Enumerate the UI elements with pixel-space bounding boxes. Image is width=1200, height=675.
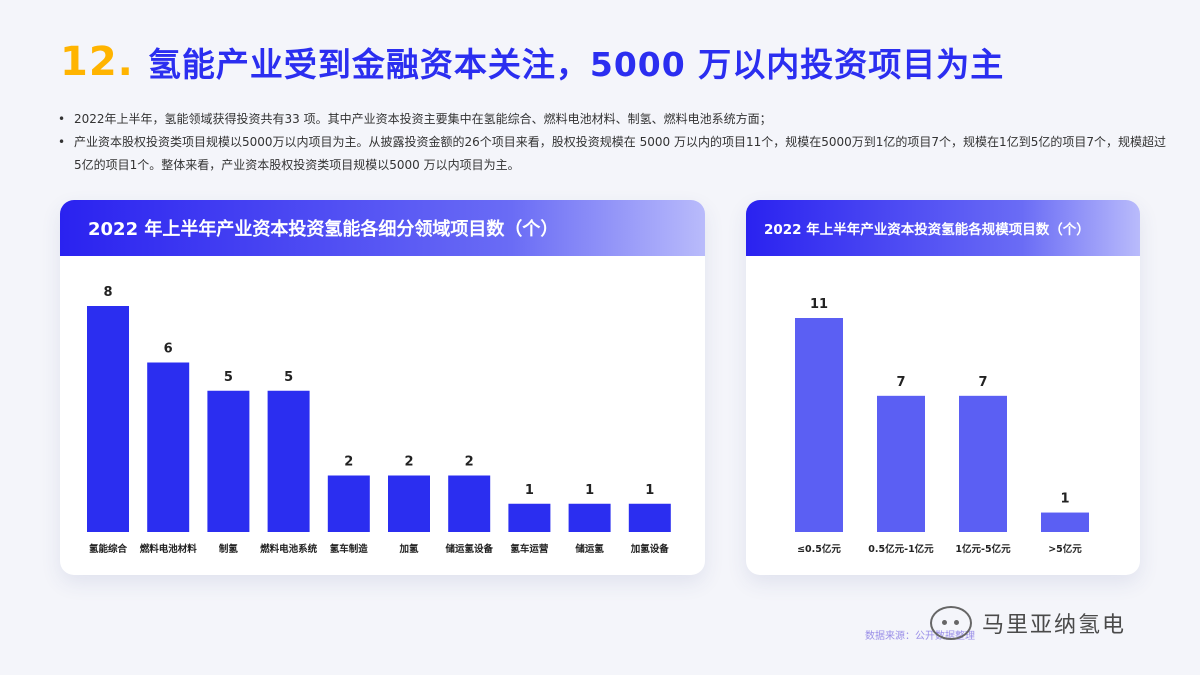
category-label: 氢车运营 (510, 543, 549, 555)
category-label: 氢能综合 (89, 543, 128, 555)
bar (508, 503, 551, 532)
data-label: 11 (810, 297, 828, 312)
data-label: 8 (103, 285, 112, 300)
brand-watermark: 马里亚纳氢电 (930, 606, 1126, 640)
chat-bubble-icon (930, 606, 972, 640)
data-label: 7 (978, 375, 987, 390)
category-label: ≤0.5亿元 (797, 543, 841, 555)
data-label: 2 (465, 455, 474, 470)
bar (327, 475, 370, 532)
category-label: 氢车制造 (330, 543, 369, 555)
segment-bar-chart: 8 氢能综合 6 燃料电池材料 5 制氢 5 燃料电池系统 2 氢车制造 2 加氢 2 储运氢设备 1 氢车运… (87, 285, 671, 555)
bar (877, 395, 925, 532)
bar (87, 306, 129, 532)
bullet-item: 2022年上半年，氢能领域获得投资共有33 项。其中产业资本投资主要集中在氢能综… (58, 108, 1168, 131)
scale-chart-title: 2022 年上半年产业资本投资氢能各规模项目数（个） (746, 200, 1140, 256)
summary-bullets: 2022年上半年，氢能领域获得投资共有33 项。其中产业资本投资主要集中在氢能综… (58, 108, 1168, 177)
page-title: 12. 氢能产业受到金融资本关注，5000 万以内投资项目为主 (60, 34, 1004, 90)
category-label: 制氢 (219, 543, 239, 555)
title-number: 12. (60, 39, 134, 85)
category-label: 储运氢 (575, 543, 604, 555)
category-label: 加氢设备 (630, 543, 670, 555)
data-label: 1 (585, 483, 594, 498)
data-label: 2 (404, 455, 413, 470)
data-label: 6 (164, 342, 173, 357)
data-label: 7 (896, 375, 905, 390)
data-label: 1 (645, 483, 654, 498)
category-label: 加氢 (398, 543, 419, 555)
data-label: 2 (344, 455, 353, 470)
bar (207, 390, 250, 532)
category-label: 0.5亿元-1亿元 (868, 543, 934, 555)
bar (628, 503, 671, 532)
bar (448, 475, 491, 532)
scale-bar-chart: 11 ≤0.5亿元 7 0.5亿元-1亿元 7 1亿元-5亿元 1 >5亿元 (795, 297, 1089, 555)
segment-chart-card: 2022 年上半年产业资本投资氢能各细分领域项目数（个） 8 氢能综合 6 燃料电池材… (60, 200, 705, 575)
category-label: 燃料电池系统 (260, 543, 318, 555)
data-label: 1 (525, 483, 534, 498)
bar (147, 362, 190, 532)
bar (795, 318, 843, 532)
bar (568, 503, 611, 532)
data-label: 5 (284, 370, 293, 385)
segment-chart-title: 2022 年上半年产业资本投资氢能各细分领域项目数（个） (60, 200, 705, 256)
scale-chart-card: 2022 年上半年产业资本投资氢能各规模项目数（个） 11 ≤0.5亿元 7 0.5亿… (746, 200, 1140, 575)
category-label: >5亿元 (1048, 543, 1082, 555)
brand-name: 马里亚纳氢电 (982, 613, 1127, 638)
data-source-note: 数据来源：公开数据整理 (865, 631, 975, 642)
bullet-item: 产业资本股权投资类项目规模以5000万以内项目为主。从披露投资金额的26个项目来… (58, 131, 1168, 177)
bar (1041, 512, 1089, 532)
title-text: 氢能产业受到金融资本关注，5000 万以内投资项目为主 (147, 45, 1005, 84)
category-label: 燃料电池材料 (140, 543, 198, 555)
category-label: 储运氢设备 (445, 543, 493, 555)
bar (267, 390, 310, 532)
data-label: 5 (224, 370, 233, 385)
bar (388, 475, 430, 532)
category-label: 1亿元-5亿元 (955, 543, 1011, 555)
data-label: 1 (1060, 492, 1069, 507)
bar (959, 395, 1007, 532)
